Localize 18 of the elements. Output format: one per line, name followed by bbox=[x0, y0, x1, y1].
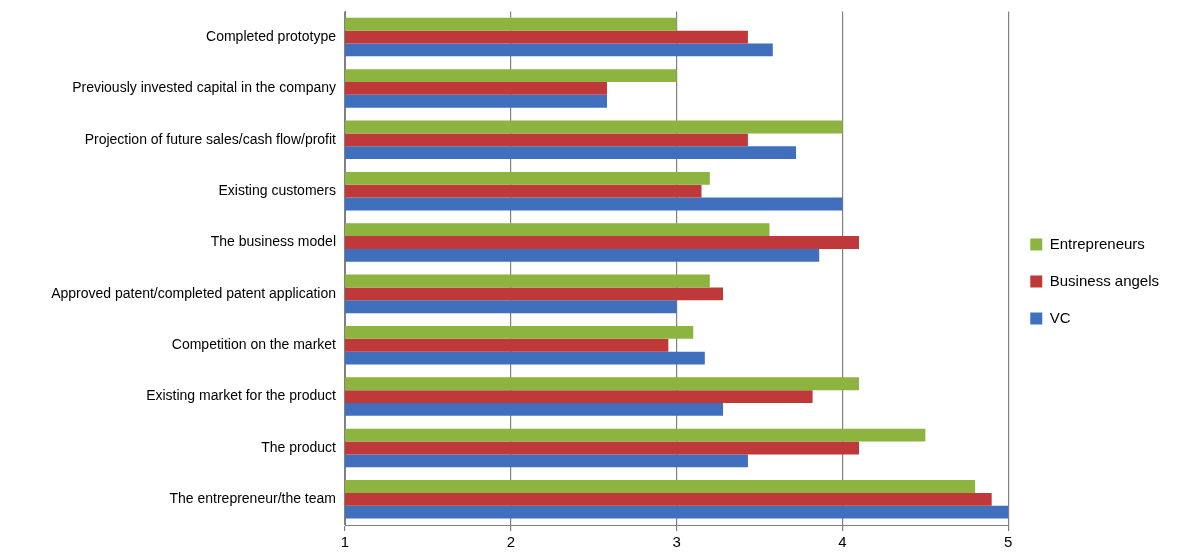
legend-label: Business angels bbox=[1049, 271, 1159, 289]
y-tick-label: Existing customers bbox=[218, 182, 336, 199]
y-tick-label: Completed prototype bbox=[206, 27, 337, 44]
legend-label: Entrepreneurs bbox=[1049, 234, 1145, 252]
x-tick-label: 2 bbox=[506, 533, 515, 551]
y-tick-label: Projection of future sales/cash flow/profit bbox=[84, 130, 337, 147]
y-tick-label: The product bbox=[261, 438, 337, 455]
y-tick-label: The business model bbox=[210, 233, 336, 250]
y-tick-label: Existing market for the product bbox=[146, 387, 337, 404]
legend-label: VC bbox=[1049, 308, 1071, 326]
y-tick-label: The entrepreneur/the team bbox=[169, 490, 336, 507]
y-tick-label: Approved patent/completed patent application bbox=[51, 284, 336, 301]
x-tick-label: 4 bbox=[838, 533, 847, 551]
x-tick-label: 1 bbox=[340, 533, 350, 551]
y-tick-label: Competition on the market bbox=[171, 336, 337, 353]
x-tick-label: 3 bbox=[672, 533, 681, 551]
y-tick-label: Previously invested capital in the company bbox=[72, 79, 336, 96]
x-tick-label: 5 bbox=[1004, 533, 1013, 551]
